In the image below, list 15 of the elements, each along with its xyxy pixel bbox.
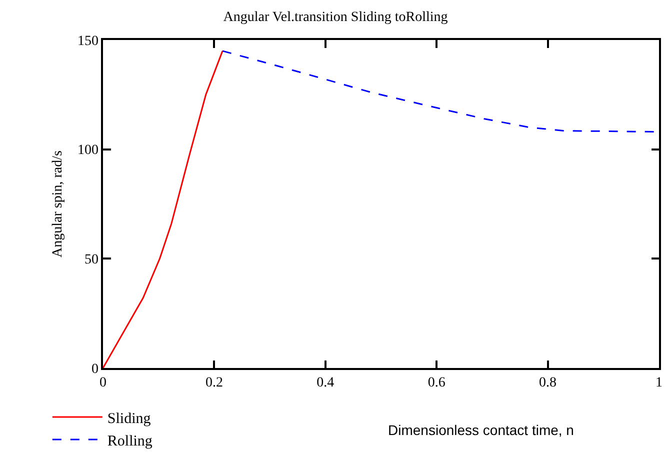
x-axis-title: Dimensionless contact time, n (388, 422, 574, 438)
y-tick-label: 0 (91, 362, 98, 377)
legend-label: Sliding (107, 410, 152, 427)
y-tick-label: 100 (77, 143, 98, 158)
x-tick-label: 0.8 (539, 376, 557, 391)
line-series (103, 50, 224, 368)
y-axis-title: Angular spin, rad/s (50, 150, 66, 258)
y-tick-label: 150 (77, 34, 98, 49)
legend-label: Rolling (107, 433, 153, 450)
x-tick-label: 1 (656, 376, 662, 391)
x-tick-label: 0.4 (316, 376, 334, 391)
chart-title: Angular Vel.transition Sliding toRolling (223, 10, 448, 25)
y-tick-label: 50 (84, 252, 98, 268)
x-tick-label: 0.2 (205, 376, 223, 391)
x-tick-label: 0.6 (428, 376, 446, 391)
